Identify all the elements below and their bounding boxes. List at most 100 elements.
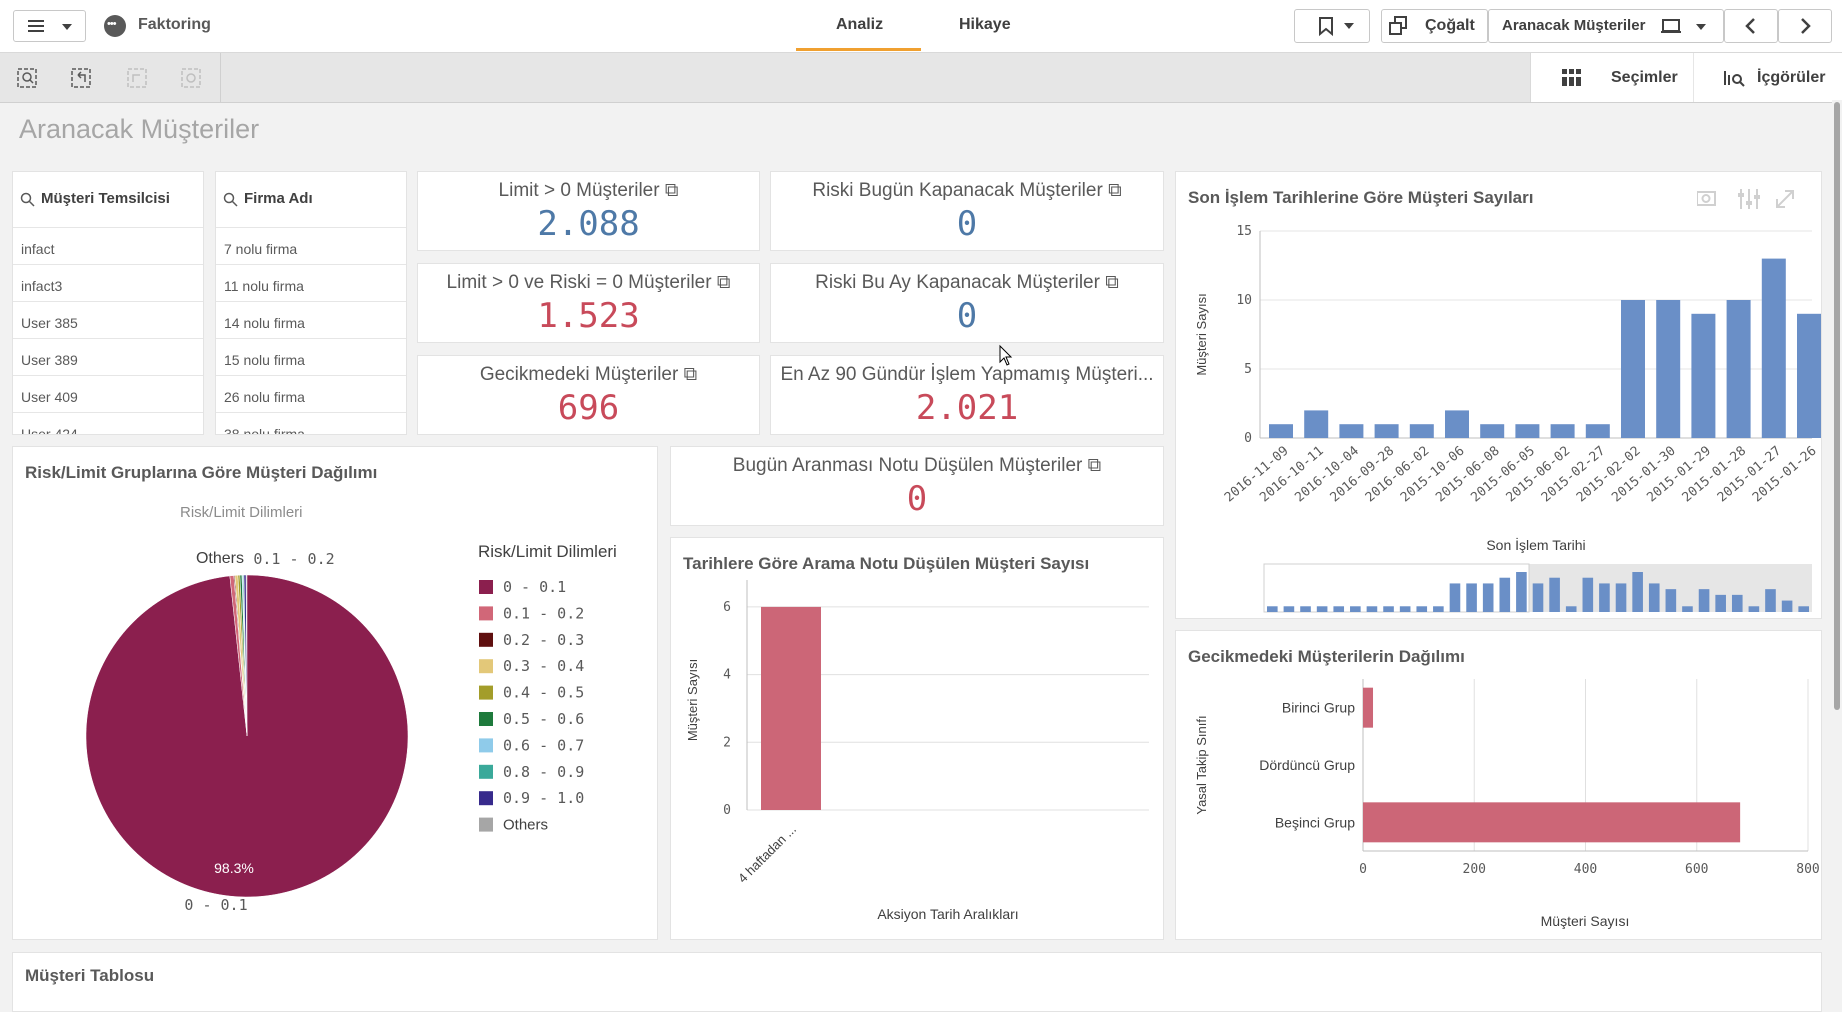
x-tick-label: 0 (1359, 862, 1367, 877)
chevron-left-icon (1745, 18, 1755, 34)
kpi-title: Riski Bugün Kapanacak Müşteriler (812, 180, 1103, 201)
list-item[interactable]: 7 nolu firma (216, 227, 406, 264)
smart-search-icon[interactable] (16, 67, 40, 89)
mouse-cursor-icon (999, 344, 1013, 366)
x-axis-title: Aksiyon Tarih Aralıkları (877, 906, 1018, 922)
bar (1726, 300, 1751, 438)
sheet-selector-label: Aranacak Müşteriler (1502, 17, 1646, 34)
insights-button[interactable]: İçgörüler (1757, 69, 1826, 86)
main-menu-button[interactable] (13, 10, 86, 42)
expand-icon[interactable] (1776, 190, 1794, 208)
external-link-icon[interactable]: ⧉ (664, 180, 679, 201)
mini-bar (1582, 577, 1594, 612)
bar (1797, 313, 1821, 438)
list-item[interactable]: User 409 (13, 375, 203, 412)
pie-chart-card[interactable]: Risk/Limit Gruplarına Göre Müşteri Dağıl… (12, 446, 658, 940)
filter-title: Firma Adı (244, 190, 313, 207)
list-item[interactable]: 15 nolu firma (216, 338, 406, 375)
external-link-icon[interactable]: ⧉ (716, 272, 731, 293)
mini-bar (1698, 589, 1710, 612)
filter-pane-customer-rep[interactable]: Müşteri Temsilcisi infact infact3 User 3… (12, 171, 204, 435)
scrollbar-thumb[interactable] (1834, 102, 1840, 710)
bar (1374, 424, 1399, 438)
pie-chart[interactable]: 98.3% Others 0.1 - 0.2 0 - 0.1 Risk/Limi… (13, 447, 657, 939)
duplicate-icon (1389, 16, 1407, 35)
chart-title: Gecikmedeki Müşterilerin Dağılımı (1188, 647, 1465, 666)
legend-item: 0.4 - 0.5 (503, 684, 584, 702)
kpi-overdue-customers[interactable]: Gecikmedeki Müşteriler ⧉ 696 (417, 355, 760, 435)
kpi-limit-risk-zero[interactable]: Limit > 0 ve Riski = 0 Müşteriler ⧉ 1.52… (417, 263, 760, 343)
bar (1656, 300, 1681, 438)
duplicate-label: Çoğalt (1425, 17, 1475, 34)
kpi-risk-closing-month[interactable]: Riski Bu Ay Kapanacak Müşteriler ⧉ 0 (770, 263, 1164, 343)
list-item[interactable]: 38 nolu firma (216, 412, 406, 434)
selections-icon (1562, 69, 1581, 86)
external-link-icon[interactable]: ⧉ (1108, 180, 1122, 201)
list-item[interactable]: infact3 (13, 264, 203, 301)
call-note-bar-chart-card[interactable]: Tarihlere Göre Arama Notu Düşülen Müşter… (670, 537, 1164, 940)
bar (1515, 424, 1540, 438)
list-item[interactable]: User 385 (13, 301, 203, 338)
external-link-icon[interactable]: ⧉ (1087, 455, 1102, 476)
hamburger-icon (28, 20, 72, 32)
mini-bar (1383, 606, 1394, 612)
x-tick-label: 4 haftadan ... (735, 822, 799, 886)
bookmark-button[interactable] (1294, 9, 1370, 43)
list-item[interactable]: infact (13, 227, 203, 264)
clear-selections-icon[interactable] (180, 67, 204, 89)
list-item[interactable]: 26 nolu firma (216, 375, 406, 412)
chart-title: Tarihlere Göre Arama Notu Düşülen Müşter… (683, 554, 1090, 573)
list-item[interactable]: User 424 (13, 412, 203, 434)
kpi-inactive-90-days[interactable]: En Az 90 Gündür İşlem Yapmamış Müşteri..… (770, 355, 1164, 435)
bar (1621, 300, 1645, 438)
kpi-risk-closing-today[interactable]: Riski Bugün Kapanacak Müşteriler ⧉ 0 (770, 171, 1164, 251)
list-item[interactable]: 11 nolu firma (216, 264, 406, 301)
kpi-limit-customers[interactable]: Limit > 0 Müşteriler ⧉ 2.088 (417, 171, 760, 251)
legend-swatch (479, 712, 493, 726)
list-item[interactable]: User 389 (13, 338, 203, 375)
mini-bar (1715, 594, 1726, 612)
list-item[interactable]: 14 nolu firma (216, 301, 406, 338)
bar (1585, 424, 1610, 438)
bar (1339, 424, 1364, 438)
tab-story[interactable]: Hikaye (959, 16, 1011, 33)
sheet-selector[interactable] (1488, 9, 1724, 43)
next-sheet-button[interactable] (1778, 9, 1832, 43)
snapshot-icon[interactable] (1697, 191, 1716, 206)
filter-pane-company-name[interactable]: Firma Adı 7 nolu firma 11 nolu firma 14 … (215, 171, 407, 435)
y-tick-label: 5 (1244, 362, 1252, 377)
pie-label-others: Others (196, 550, 244, 567)
last-transaction-bar-chart-card[interactable]: Son İşlem Tarihlerine Göre Müşteri Sayıl… (1175, 171, 1822, 619)
kpi-call-today[interactable]: Bugün Aranması Notu Düşülen Müşteriler ⧉… (670, 446, 1164, 526)
search-icon (223, 192, 238, 207)
settings-sliders-icon[interactable] (1738, 189, 1760, 209)
mini-bar (1333, 606, 1345, 612)
tab-analysis[interactable]: Analiz (836, 16, 884, 33)
selections-button[interactable]: Seçimler (1611, 69, 1678, 86)
bar-chart[interactable]: 0 2 4 6 4 haftadan ... Müşteri Sayısı Aksiyon … (671, 538, 1163, 939)
mini-bar (1748, 606, 1760, 612)
step-back-icon[interactable] (70, 67, 94, 89)
mini-bar (1648, 583, 1660, 612)
customer-table-card[interactable]: Müşteri Tablosu (12, 952, 1822, 1012)
external-link-icon[interactable]: ⧉ (683, 364, 698, 385)
kpi-title: En Az 90 Gündür İşlem Yapmamış Müşteri..… (780, 364, 1154, 385)
x-axis-title: Son İşlem Tarihi (1486, 536, 1585, 553)
bar (1550, 424, 1575, 438)
mini-bar (1765, 589, 1776, 612)
legend-swatch (479, 685, 493, 700)
bar (1363, 802, 1741, 843)
external-link-icon[interactable]: ⧉ (1105, 272, 1119, 293)
mini-bar (1565, 606, 1577, 612)
previous-sheet-button[interactable] (1724, 9, 1778, 43)
horizontal-bar-chart[interactable]: 0 200 400 600 800 Birinci Grup Dördüncü Grup Be… (1176, 631, 1821, 939)
bar-chart[interactable]: 0510152016-11-092016-10-112016-10-042016… (1176, 172, 1821, 618)
mini-bar (1615, 583, 1627, 612)
y-axis-title: Müşteri Sayısı (685, 659, 700, 741)
overdue-distribution-chart-card[interactable]: Gecikmedeki Müşterilerin Dağılımı 0 200 40… (1175, 630, 1822, 940)
duplicate-button[interactable] (1381, 9, 1488, 43)
legend-swatch (479, 817, 493, 832)
legend-item: 0 - 0.1 (503, 578, 566, 596)
legend-swatch (479, 791, 493, 806)
step-forward-icon[interactable] (126, 67, 150, 89)
